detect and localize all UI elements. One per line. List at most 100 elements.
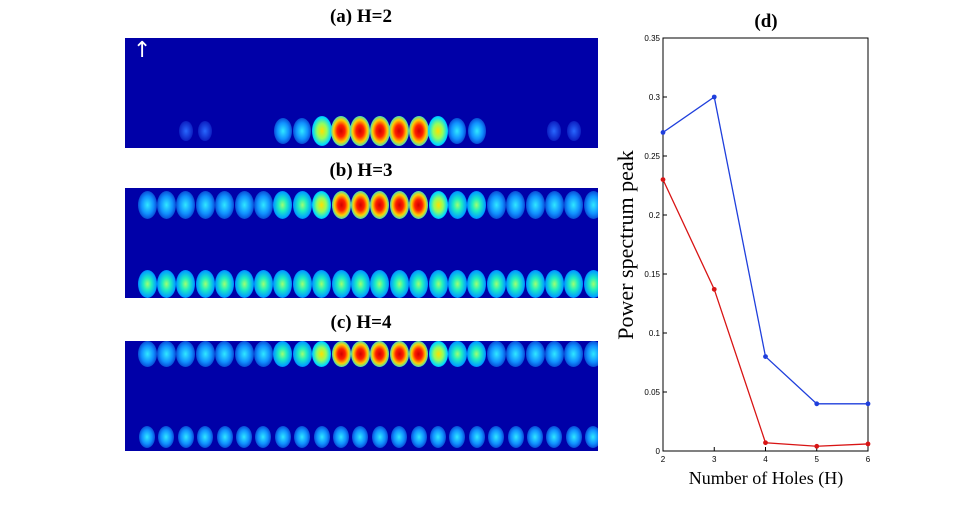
field-spot (409, 341, 429, 367)
field-spot (447, 191, 467, 219)
field-spot (273, 270, 293, 298)
field-spot (585, 426, 598, 448)
field-spot (253, 341, 273, 367)
field-spot (370, 341, 390, 367)
x-tick-label: 5 (815, 455, 820, 464)
panel-a-title: (a) H=2 (329, 6, 392, 27)
data-point-blue (763, 354, 768, 359)
field-spot (544, 270, 564, 298)
field-spot (176, 341, 196, 367)
field-spot (350, 270, 370, 298)
field-spot (547, 121, 562, 141)
field-spot (195, 341, 215, 367)
field-spot (331, 116, 351, 146)
field-spot (583, 270, 598, 298)
field-spot (467, 118, 486, 144)
data-point-red (814, 443, 820, 449)
field-spot (292, 270, 312, 298)
data-point-blue (660, 130, 666, 135)
field-spot (449, 426, 466, 448)
field-spot (583, 341, 598, 367)
field-spot (139, 426, 155, 448)
field-spot (546, 426, 563, 448)
field-spot (158, 426, 175, 448)
field-spot (215, 270, 235, 298)
field-spot (389, 341, 409, 367)
x-axis-label: Number of Holes (H) (689, 468, 843, 489)
field-spot (215, 191, 235, 219)
field-spot (292, 191, 312, 219)
field-spot (447, 270, 467, 298)
data-point-red (711, 286, 717, 292)
field-spot (428, 341, 448, 367)
field-spot (333, 426, 349, 448)
field-spot (448, 118, 467, 144)
field-spot (467, 341, 487, 367)
field-spot (428, 270, 448, 298)
field-spot (352, 426, 369, 448)
field-spot (447, 341, 467, 367)
field-spot (507, 426, 524, 448)
data-point-blue (711, 94, 717, 100)
field-spot (370, 191, 390, 219)
x-tick-label: 6 (866, 455, 871, 464)
field-spot (350, 116, 371, 146)
chart-title: (d) (754, 11, 777, 32)
field-spot (234, 270, 254, 298)
field-spot (370, 270, 390, 298)
field-spot (273, 191, 293, 219)
y-tick-label: 0.3 (649, 93, 661, 102)
field-spot (467, 270, 487, 298)
field-spot (389, 191, 409, 219)
field-spot (506, 270, 526, 298)
plot-area (662, 37, 869, 452)
field-spot (564, 341, 584, 367)
field-spot (544, 341, 564, 367)
field-spot (176, 191, 196, 219)
field-spot (137, 341, 157, 367)
field-spot (253, 270, 273, 298)
field-spot (527, 426, 543, 448)
field-spot (506, 341, 526, 367)
field-spot (430, 426, 446, 448)
field-spot (312, 270, 332, 298)
field-spot (156, 341, 176, 367)
y-tick-label: 0.35 (644, 34, 660, 43)
field-spot (313, 426, 330, 448)
field-spot (294, 426, 311, 448)
data-point-red (865, 441, 871, 447)
field-map-panel-b (125, 188, 598, 298)
field-spot (195, 191, 215, 219)
panel-c-title: (c) H=4 (330, 312, 392, 333)
field-spot (371, 426, 388, 448)
field-spot (273, 341, 293, 367)
field-spot (274, 426, 291, 448)
field-spot (350, 341, 370, 367)
field-spot (525, 191, 545, 219)
field-spot (389, 270, 409, 298)
field-spot (565, 426, 582, 448)
field-spot (564, 191, 584, 219)
up-arrow-icon: ↑ (133, 38, 152, 63)
field-spot (177, 426, 194, 448)
field-spot (176, 270, 196, 298)
x-tick-label: 2 (661, 455, 666, 464)
field-spot (409, 270, 429, 298)
field-spot (408, 116, 429, 146)
field-spot (156, 191, 176, 219)
field-map-panel-c (125, 341, 598, 451)
x-tick-label: 4 (763, 455, 768, 464)
field-spot (391, 426, 408, 448)
field-spot (486, 270, 506, 298)
field-spot (312, 191, 332, 219)
y-tick-label: 0.2 (649, 211, 661, 220)
field-map-panel-a: ↑ (125, 38, 598, 148)
field-spot (525, 341, 545, 367)
y-tick-label: 0.05 (644, 388, 660, 397)
field-spot (216, 426, 233, 448)
field-spot (566, 121, 581, 141)
field-spot (488, 426, 505, 448)
field-spot (312, 341, 332, 367)
data-point-red (763, 440, 768, 446)
field-spot (178, 121, 193, 141)
